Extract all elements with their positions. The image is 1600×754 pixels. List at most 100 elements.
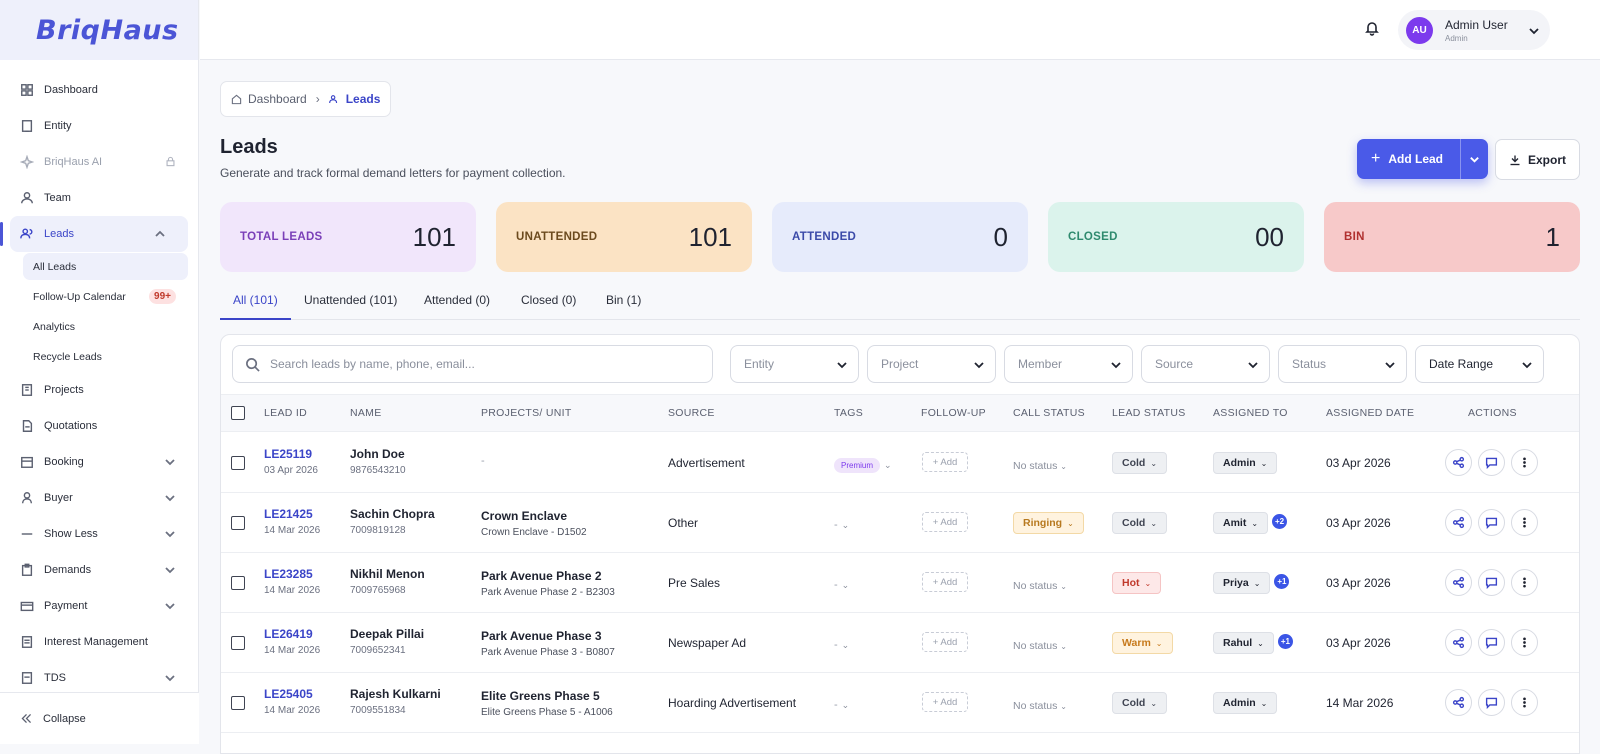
call-status[interactable]: No status ⌄ [1013,580,1067,592]
sidebar-subitem-follow-up-calendar[interactable]: Follow-Up Calendar 99+ [0,282,198,312]
column-header[interactable]: LEAD ID [264,407,307,419]
row-checkbox[interactable] [231,456,245,470]
extra-assignees-badge[interactable]: +1 [1274,574,1290,590]
sidebar-subitem-recycle-leads[interactable]: Recycle Leads [0,342,198,372]
row-checkbox[interactable] [231,516,245,530]
column-header[interactable]: LEAD STATUS [1112,407,1186,419]
stat-card-bin[interactable]: BIN 1 [1324,202,1580,272]
collapse-button[interactable]: Collapse [0,692,199,744]
table-row[interactable]: LE23285 14 Mar 2026 Nikhil Menon 7009765… [221,553,1579,613]
row-checkbox[interactable] [231,576,245,590]
share-button[interactable] [1445,569,1472,596]
sidebar-item-entity[interactable]: Entity [0,108,198,144]
chevron-down-icon[interactable]: ⌄ [841,640,850,650]
column-header[interactable]: PROJECTS/ UNIT [481,407,572,419]
lead-status-dropdown[interactable]: Warm ⌄ [1112,632,1173,654]
lead-status-dropdown[interactable]: Cold ⌄ [1112,692,1168,714]
add-lead-dropdown-toggle[interactable] [1460,139,1488,179]
chevron-down-icon[interactable] [164,564,176,579]
tab-bin[interactable]: Bin (1) [606,293,642,307]
bell-icon[interactable] [1364,20,1384,40]
sidebar-item-interest-management[interactable]: Interest Management [0,624,198,660]
chevron-down-icon[interactable]: ⌄ [841,520,850,530]
sidebar-item-projects[interactable]: Projects [0,372,198,408]
lead-id-link[interactable]: LE23285 [264,567,313,581]
add-follow-up-button[interactable]: + Add [922,572,968,592]
sidebar-item-booking[interactable]: Booking [0,444,198,480]
chevron-down-icon[interactable] [164,492,176,507]
message-button[interactable] [1478,689,1505,716]
message-button[interactable] [1478,509,1505,536]
assignee-dropdown[interactable]: Amit ⌄ [1213,512,1269,534]
add-follow-up-button[interactable]: + Add [922,512,968,532]
more-actions-button[interactable] [1511,689,1538,716]
lead-id-link[interactable]: LE21425 [264,507,313,521]
lead-id-link[interactable]: LE26419 [264,627,313,641]
sidebar-item-show-less[interactable]: Show Less [0,516,198,552]
call-status[interactable]: No status ⌄ [1013,700,1067,712]
message-button[interactable] [1478,449,1505,476]
row-checkbox[interactable] [231,636,245,650]
stat-card-unattended[interactable]: UNATTENDED 101 [496,202,752,272]
empty-tags[interactable]: - [834,579,838,591]
stat-card-closed[interactable]: CLOSED 00 [1048,202,1304,272]
sidebar-item-payment[interactable]: Payment [0,588,198,624]
row-checkbox[interactable] [231,696,245,710]
column-header[interactable]: FOLLOW-UP [921,407,986,419]
lead-name[interactable]: John Doe [350,447,405,461]
tag-badge[interactable]: Premium [834,458,881,473]
export-button[interactable]: Export [1495,139,1580,180]
share-button[interactable] [1445,449,1472,476]
lead-name[interactable]: Nikhil Menon [350,567,425,581]
sidebar-item-demands[interactable]: Demands [0,552,198,588]
chevron-down-icon[interactable] [164,672,176,687]
add-lead-main[interactable]: + Add Lead [1357,139,1460,179]
empty-tags[interactable]: - [834,519,838,531]
assignee-dropdown[interactable]: Admin ⌄ [1213,452,1278,474]
table-row[interactable]: LE25405 14 Mar 2026 Rajesh Kulkarni 7009… [221,673,1579,733]
stat-card-total-leads[interactable]: TOTAL LEADS 101 [220,202,476,272]
add-follow-up-button[interactable]: + Add [922,692,968,712]
empty-tags[interactable]: - [834,639,838,651]
chevron-up-icon[interactable] [154,228,166,243]
filter-entity[interactable]: Entity [730,345,859,383]
sidebar-item-buyer[interactable]: Buyer [0,480,198,516]
assignee-dropdown[interactable]: Priya ⌄ [1213,572,1271,594]
column-header[interactable]: ASSIGNED DATE [1326,407,1415,419]
sidebar-subitem-all-leads[interactable]: All Leads [23,253,188,280]
sidebar-item-tds[interactable]: TDS [0,660,198,696]
extra-assignees-badge[interactable]: +2 [1272,514,1288,530]
chevron-down-icon[interactable] [164,600,176,615]
add-lead-button[interactable]: + Add Lead [1357,139,1488,179]
add-follow-up-button[interactable]: + Add [922,452,968,472]
column-header[interactable]: ASSIGNED TO [1213,407,1288,419]
chevron-down-icon[interactable]: ⌄ [841,700,850,710]
column-header[interactable]: TAGS [834,407,864,419]
more-actions-button[interactable] [1511,569,1538,596]
chevron-down-icon[interactable]: ⌄ [841,580,850,590]
lead-id-link[interactable]: LE25405 [264,687,313,701]
table-row[interactable]: LE25119 03 Apr 2026 John Doe 9876543210 … [221,433,1579,493]
table-row[interactable]: LE26419 14 Mar 2026 Deepak Pillai 700965… [221,613,1579,673]
message-button[interactable] [1478,569,1505,596]
column-header[interactable]: SOURCE [668,407,715,419]
filter-member[interactable]: Member [1004,345,1133,383]
call-status[interactable]: Ringing ⌄ [1013,512,1084,534]
assignee-dropdown[interactable]: Admin ⌄ [1213,692,1278,714]
column-header[interactable]: CALL STATUS [1013,407,1085,419]
sidebar-subitem-analytics[interactable]: Analytics [0,312,198,342]
tab-attended[interactable]: Attended (0) [424,293,491,307]
filter-date-range[interactable]: Date Range [1415,345,1544,383]
table-row[interactable]: LE21425 14 Mar 2026 Sachin Chopra 700981… [221,493,1579,553]
more-actions-button[interactable] [1511,629,1538,656]
column-header[interactable]: NAME [350,407,382,419]
search-input[interactable] [270,357,690,371]
tab-closed[interactable]: Closed (0) [521,293,577,307]
lead-status-dropdown[interactable]: Cold ⌄ [1112,512,1168,534]
filter-project[interactable]: Project [867,345,996,383]
breadcrumb-home[interactable]: Dashboard [248,92,307,106]
share-button[interactable] [1445,629,1472,656]
chevron-down-icon[interactable]: ⌄ [884,460,892,470]
brand-logo[interactable]: BriqHaus [36,14,179,46]
tab-unattended[interactable]: Unattended (101) [304,293,398,307]
